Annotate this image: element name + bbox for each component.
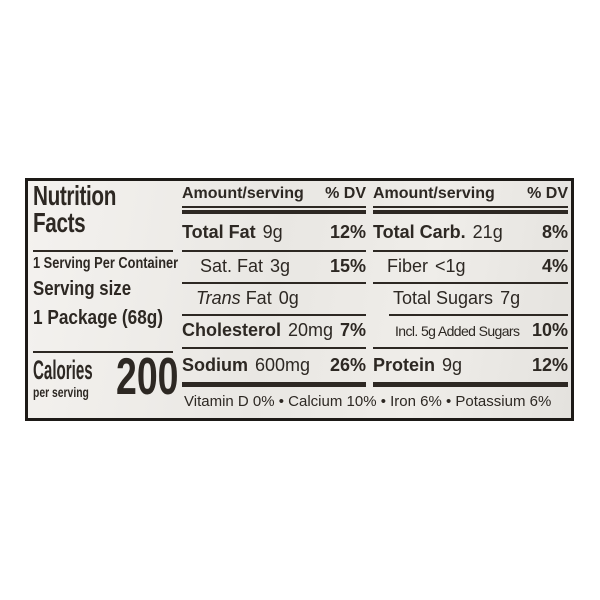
- row-divider: [373, 250, 568, 252]
- nutrient-amount: 3g: [270, 255, 291, 276]
- column-header-right: Amount/serving % DV: [373, 183, 568, 205]
- column-header-mid: Amount/serving % DV: [182, 183, 366, 205]
- nutrient-dv: 15%: [329, 255, 366, 276]
- nutrient-amount: 21g: [472, 221, 503, 242]
- row-divider: [182, 250, 366, 252]
- nutrient-amount: 600mg: [255, 354, 311, 375]
- percent-dv-header: % DV: [325, 185, 366, 202]
- nutrient-name: Total Fat: [182, 221, 256, 242]
- nutrient-name: Protein: [373, 354, 436, 375]
- nutrient-name: Incl. 5g Added Sugars: [395, 322, 520, 339]
- nutrient-amount: 9g: [442, 354, 463, 375]
- nutrient-amount: 20mg: [288, 320, 334, 340]
- nutrient-amount: 7g: [500, 287, 521, 308]
- row-divider: [182, 282, 366, 284]
- row-divider: [182, 347, 366, 349]
- panel-nutrients-right: Amount/serving % DV Total Carb. 21g 8% F…: [373, 181, 568, 418]
- nutrient-dv: 8%: [541, 221, 568, 242]
- nutrient-dv: 7%: [339, 320, 366, 340]
- nutrient-name: Fat: [245, 287, 272, 308]
- label-title-line1: Nutrition: [33, 180, 116, 211]
- nutrient-name: Total Carb.: [373, 221, 466, 242]
- nutrient-amount: <1g: [435, 255, 466, 276]
- nutrient-dv: 10%: [531, 320, 568, 340]
- calories-label: Calories: [33, 355, 93, 385]
- nutrient-dv: 12%: [329, 221, 366, 242]
- divider-under-title: [33, 250, 173, 252]
- row-total-carb: Total Carb. 21g 8%: [373, 214, 568, 250]
- row-fiber: Fiber <1g 4%: [373, 250, 568, 282]
- percent-dv-header: % DV: [527, 185, 568, 202]
- row-divider: [373, 347, 568, 349]
- nutrition-facts-label: Nutrition Facts 1 Serving Per Container …: [25, 178, 574, 421]
- serving-size-value: 1 Package (68g): [33, 307, 164, 329]
- row-trans-fat: Trans Fat 0g: [182, 282, 366, 314]
- row-added-sugars: Incl. 5g Added Sugars 10%: [373, 314, 568, 347]
- nutrient-name: Sodium: [182, 354, 248, 375]
- row-protein: Protein 9g 12%: [373, 347, 568, 383]
- divider-above-calories: [33, 351, 173, 353]
- row-cholesterol: Cholesterol 20mg 7%: [182, 314, 366, 347]
- nutrient-name-italic: Trans: [196, 287, 241, 308]
- nutrient-name: Fiber: [387, 255, 429, 276]
- nutrient-name: Sat. Fat: [200, 255, 264, 276]
- panel-nutrients-left: Amount/serving % DV Total Fat 9g 12% Sat…: [182, 181, 366, 418]
- label-title-line2: Facts: [33, 207, 86, 238]
- nutrient-name: Total Sugars: [393, 287, 494, 308]
- serving-size-label: Serving size: [33, 278, 132, 300]
- header-double-rule: [373, 206, 568, 214]
- micronutrients-line: Vitamin D 0% • Calcium 10% • Iron 6% • P…: [184, 393, 552, 410]
- nutrient-dv: 4%: [541, 255, 568, 276]
- nutrient-name: Cholesterol: [182, 320, 282, 340]
- row-total-sugars: Total Sugars 7g: [373, 282, 568, 314]
- calories-value: 200: [116, 348, 179, 406]
- row-total-fat: Total Fat 9g 12%: [182, 214, 366, 250]
- amount-serving-header: Amount/serving: [182, 185, 304, 202]
- row-divider-indented: [389, 314, 568, 316]
- nutrient-dv: 26%: [329, 354, 366, 375]
- row-divider: [182, 314, 366, 316]
- label-title: Nutrition Facts: [33, 180, 116, 238]
- row-sodium: Sodium 600mg 26%: [182, 347, 366, 383]
- nutrient-amount: 9g: [262, 221, 283, 242]
- nutrient-dv: 12%: [531, 354, 568, 375]
- calories-per-serving-label: per serving: [33, 384, 89, 400]
- nutrient-amount: 0g: [278, 287, 299, 308]
- header-double-rule: [182, 206, 366, 214]
- amount-serving-header: Amount/serving: [373, 185, 495, 202]
- footer-thick-rule: [373, 382, 568, 387]
- row-divider: [373, 282, 568, 284]
- servings-per-container: 1 Serving Per Container: [33, 255, 179, 272]
- panel-serving-info: Nutrition Facts 1 Serving Per Container …: [33, 180, 179, 418]
- footer-thick-rule: [182, 382, 366, 387]
- row-sat-fat: Sat. Fat 3g 15%: [182, 250, 366, 282]
